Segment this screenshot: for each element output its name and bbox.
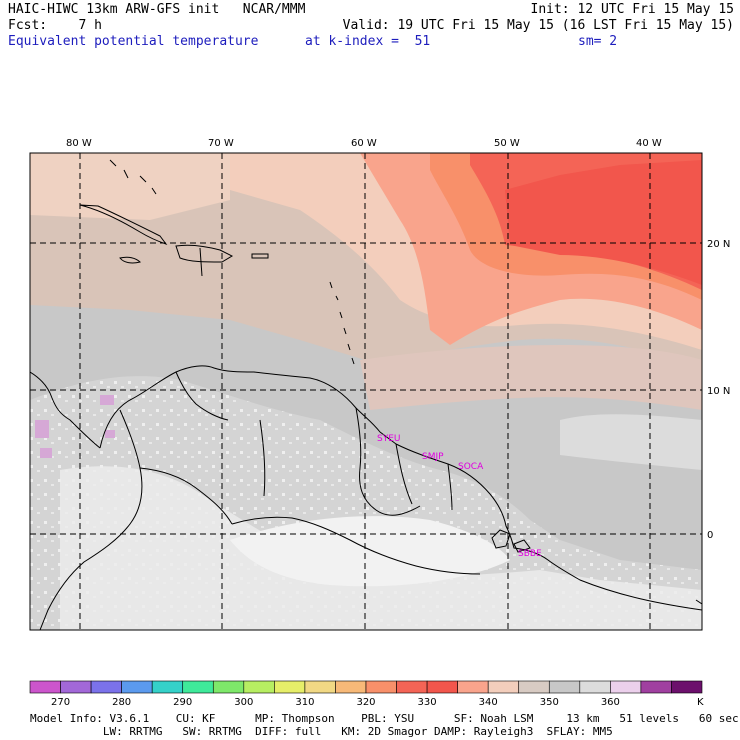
lat-label-10n: 10 N: [707, 386, 730, 397]
colorbar-tick-label: 300: [234, 697, 253, 708]
station-sbbe: SBBE: [518, 549, 542, 559]
colorbar-tick-label: 340: [479, 697, 498, 708]
title-model: HAIC-HIWC 13km ARW-GFS init NCAR/MMM: [8, 2, 306, 17]
colorbar-swatch: [426, 680, 458, 694]
model-info-line1: Model Info: V3.6.1 CU: KF MP: Thompson P…: [30, 712, 739, 725]
colorbar-tick-label: 270: [51, 697, 70, 708]
colorbar-tick-label: 330: [418, 697, 437, 708]
graticule: [30, 153, 702, 630]
lat-label-20n: 20 N: [707, 239, 730, 250]
colorbar-swatch: [60, 680, 92, 694]
colorbar-tick-label: 280: [112, 697, 131, 708]
lon-label-70w: 70 W: [208, 138, 234, 149]
station-smjp: SMJP: [422, 452, 444, 462]
colorbar-swatch: [121, 680, 153, 694]
colorbar-swatch: [518, 680, 550, 694]
colorbar-unit: K: [697, 697, 704, 708]
lon-label-80w: 80 W: [66, 138, 92, 149]
colorbar-tick-label: 310: [295, 697, 314, 708]
map-frame: [29, 152, 703, 631]
colorbar-swatch: [243, 680, 275, 694]
smoothing: sm= 2: [578, 34, 618, 49]
station-syeu: SYEU: [377, 434, 400, 444]
colorbar-swatch: [396, 680, 428, 694]
colorbar-tick-label: 360: [601, 697, 620, 708]
colorbar: 270 280 290 300 310 320 330 340 350 360: [29, 680, 703, 708]
colorbar-swatch: [90, 680, 122, 694]
theta-e-field: [30, 153, 702, 630]
model-info-line2: LW: RRTMG SW: RRTMG DIFF: full KM: 2D Sm…: [30, 725, 613, 738]
station-soca: SOCA: [458, 462, 484, 472]
lon-label-50w: 50 W: [494, 138, 520, 149]
colorbar-swatch: [274, 680, 306, 694]
valid-time: Valid: 19 UTC Fri 15 May 15 (16 LST Fri …: [342, 18, 734, 33]
colorbar-tick-label: 290: [173, 697, 192, 708]
colorbar-tick-label: 320: [356, 697, 375, 708]
colorbar-swatch: [640, 680, 672, 694]
colorbar-swatch: [151, 680, 184, 694]
colorbar-swatch: [579, 680, 611, 694]
colorbar-swatch: [29, 680, 61, 694]
colorbar-swatch: [182, 680, 214, 694]
lat-label-0: 0: [707, 530, 713, 541]
level-index: at k-index = 51: [305, 34, 431, 49]
colorbar-swatch: [365, 680, 397, 694]
colorbar-swatch: [335, 680, 367, 694]
field-name: Equivalent potential temperature: [8, 34, 259, 49]
colorbar-swatch: [548, 680, 581, 694]
lon-label-40w: 40 W: [636, 138, 662, 149]
colorbar-tick-label: 350: [540, 697, 559, 708]
colorbar-swatch: [304, 680, 336, 694]
colorbar-swatch: [212, 680, 245, 694]
forecast-hour: Fcst: 7 h: [8, 18, 102, 33]
lon-label-60w: 60 W: [351, 138, 377, 149]
colorbar-swatch: [457, 680, 489, 694]
colorbar-swatch: [610, 680, 642, 694]
colorbar-swatch: [671, 680, 703, 694]
init-time: Init: 12 UTC Fri 15 May 15: [530, 2, 735, 17]
colorbar-swatch: [487, 680, 520, 694]
